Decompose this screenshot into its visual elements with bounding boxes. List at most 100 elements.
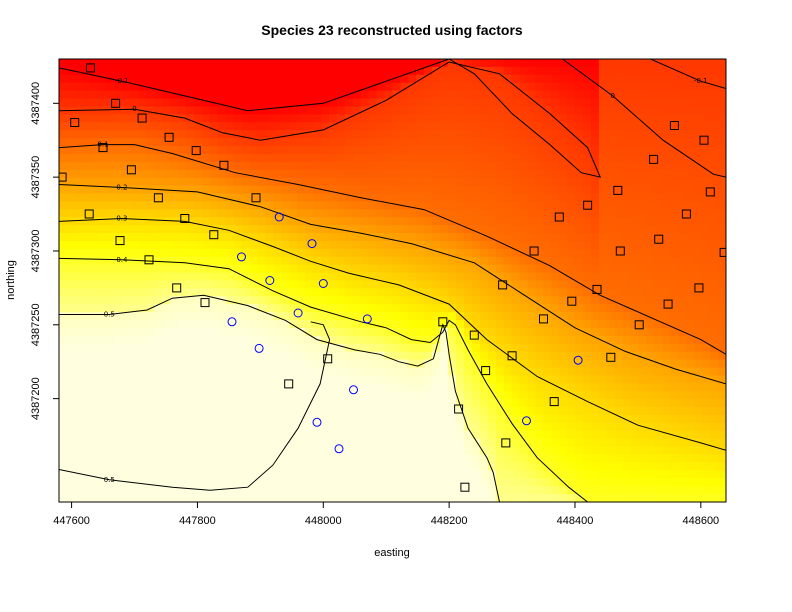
- heat-cell: [146, 320, 155, 329]
- heat-cell: [670, 272, 679, 282]
- heat-cell: [289, 288, 298, 297]
- heat-cell: [138, 422, 147, 432]
- heat-cell: [606, 367, 616, 377]
- heat-cell: [678, 98, 687, 108]
- heat-cell: [360, 288, 370, 297]
- heat-cell: [495, 161, 505, 171]
- heat-cell: [66, 359, 76, 369]
- heat-cell: [535, 304, 544, 313]
- y-tick-label: 4387250: [30, 303, 42, 346]
- heat-cell: [114, 169, 124, 179]
- heat-cell: [225, 66, 235, 76]
- heat-cell: [503, 470, 513, 479]
- heat-cell: [376, 138, 386, 147]
- heat-cell: [614, 193, 624, 202]
- heat-cell: [638, 399, 648, 408]
- heat-cell: [122, 288, 132, 297]
- heat-cell: [59, 446, 68, 456]
- heat-cell: [321, 161, 330, 171]
- heat-cell: [710, 177, 719, 187]
- heat-cell: [273, 407, 282, 416]
- heat-cell: [146, 414, 155, 424]
- heat-cell: [559, 367, 568, 377]
- heat-cell: [456, 272, 465, 282]
- heat-cell: [368, 430, 378, 440]
- heat-cell: [471, 248, 481, 258]
- heat-cell: [519, 240, 529, 250]
- heat-cell: [162, 288, 171, 297]
- heat-cell: [273, 359, 282, 369]
- heat-cell: [432, 66, 441, 76]
- heat-cell: [598, 359, 608, 369]
- heat-cell: [662, 407, 672, 416]
- square-marker: [209, 230, 219, 240]
- heat-cell: [471, 343, 481, 353]
- heat-cell: [511, 264, 521, 274]
- heat-cell: [360, 494, 370, 502]
- heat-cell: [503, 240, 513, 250]
- heat-cell: [543, 296, 552, 305]
- heat-cell: [463, 153, 473, 163]
- heat-cell: [66, 209, 76, 218]
- heat-cell: [217, 130, 227, 139]
- heat-cell: [440, 98, 449, 108]
- heat-cell: [591, 470, 600, 479]
- heat-cell: [368, 351, 378, 361]
- heat-cell: [170, 225, 179, 234]
- heat-cell: [567, 304, 576, 313]
- heat-cell: [321, 367, 330, 377]
- heat-cell: [440, 240, 449, 250]
- heat-cell: [630, 343, 640, 353]
- heat-cell: [305, 478, 314, 487]
- heat-cell: [662, 280, 672, 290]
- square-marker: [649, 154, 659, 164]
- heat-cell: [368, 130, 378, 139]
- heat-cell: [718, 90, 726, 100]
- heat-cell: [130, 90, 139, 100]
- heat-cell: [392, 383, 402, 392]
- heat-cell: [249, 320, 259, 329]
- heat-cell: [583, 470, 592, 479]
- heat-cell: [289, 169, 298, 179]
- heat-cell: [297, 90, 306, 100]
- heat-cell: [503, 375, 513, 384]
- heat-cell: [654, 193, 664, 202]
- heat-cell: [463, 272, 473, 282]
- heat-cell: [583, 209, 592, 218]
- heat-cell: [598, 462, 608, 471]
- heat-cell: [66, 367, 76, 377]
- heat-cell: [583, 185, 592, 195]
- heat-cell: [702, 59, 711, 68]
- heat-cell: [527, 454, 537, 464]
- heat-cell: [638, 264, 648, 274]
- heat-cell: [575, 169, 584, 179]
- heat-cell: [575, 296, 584, 305]
- heat-cell: [479, 430, 489, 440]
- heat-cell: [162, 90, 171, 100]
- heat-cell: [487, 288, 497, 297]
- heat-cell: [59, 296, 68, 305]
- heat-cell: [66, 446, 76, 456]
- heat-cell: [265, 391, 274, 400]
- heat-cell: [305, 351, 314, 361]
- heat-cell: [162, 233, 171, 242]
- heat-cell: [336, 391, 346, 400]
- heat-cell: [583, 422, 592, 432]
- heat-cell: [352, 82, 362, 92]
- heat-cell: [154, 430, 163, 440]
- heat-cell: [360, 351, 370, 361]
- heat-cell: [495, 59, 505, 68]
- heat-cell: [66, 296, 76, 305]
- heat-cell: [233, 201, 243, 210]
- heat-cell: [694, 122, 703, 131]
- heat-cell: [170, 177, 179, 187]
- heat-cell: [201, 106, 211, 115]
- heat-cell: [98, 161, 108, 171]
- heat-cell: [495, 383, 505, 392]
- heat-cell: [686, 59, 695, 68]
- heat-cell: [487, 122, 497, 131]
- heat-cell: [432, 138, 441, 147]
- heat-cell: [82, 446, 92, 456]
- heat-cell: [59, 327, 68, 337]
